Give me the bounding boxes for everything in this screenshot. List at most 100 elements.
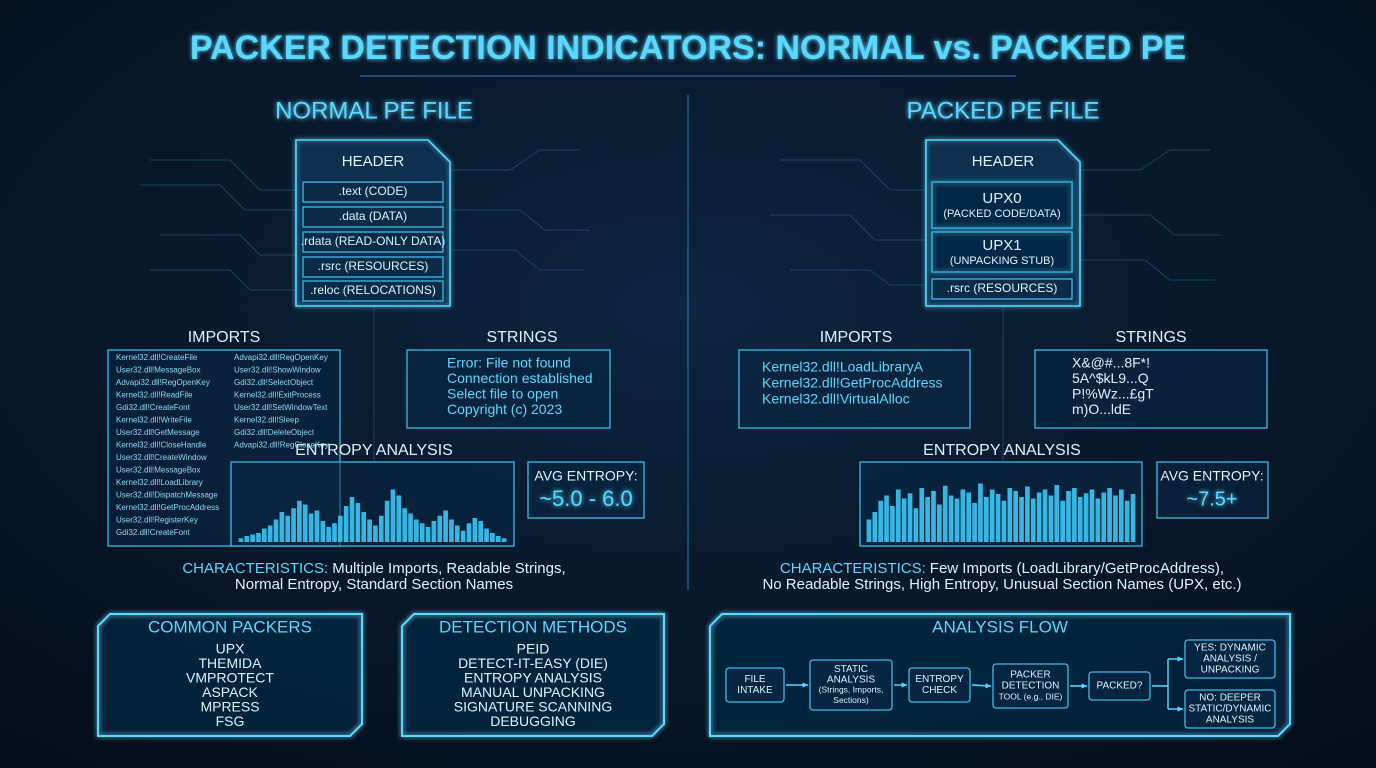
entropy-bar <box>472 518 478 542</box>
section-label: (PACKED CODE/DATA) <box>943 208 1060 220</box>
entropy-bar <box>320 521 326 542</box>
section-label: .data (DATA) <box>339 209 407 223</box>
import-entry: User32.dll!RegisterKey <box>116 516 198 525</box>
entropy-bar <box>338 515 343 542</box>
characteristics: CHARACTERISTICS: Few Imports (LoadLibrary… <box>780 560 1224 577</box>
characteristics-label: CHARACTERISTICS: <box>780 560 926 577</box>
import-entry: Kernel32.dll!LoadLibraryA <box>762 359 924 375</box>
panel-label: ENTROPY ANALYSIS <box>295 442 453 459</box>
arrow-head <box>1177 706 1183 712</box>
import-entry: Kernel32.dll!CreateFile <box>116 353 198 362</box>
entropy-bar <box>1025 486 1030 542</box>
section-box <box>302 181 444 203</box>
entropy-bar <box>349 497 355 542</box>
entropy-bar <box>261 528 267 542</box>
flow-text: (Strings, Imports, <box>819 685 884 695</box>
import-entry: Kernel32.dll!GetProcAddress <box>116 503 219 512</box>
entropy-bar <box>978 483 983 542</box>
flow-node <box>809 659 893 711</box>
import-entry: Advapi32.dll!RegOpenKey <box>116 378 210 387</box>
characteristics-text: No Readable Strings, High Entropy, Unusu… <box>762 576 1241 593</box>
avg-entropy-label: AVG ENTROPY: <box>534 468 637 484</box>
entropy-bar <box>414 519 419 542</box>
list-item: VMPROTECT <box>186 670 274 686</box>
list-item: ENTROPY ANALYSIS <box>464 670 602 686</box>
import-entry: Gdi32.dll!CreateFont <box>116 528 191 537</box>
entropy-bar <box>437 515 443 542</box>
entropy-bar <box>1077 497 1083 542</box>
section-label: (UNPACKING STUB) <box>950 255 1054 267</box>
entropy-bar <box>308 513 314 542</box>
entropy-bar <box>1042 489 1048 542</box>
import-entry: Advapi32.dll!RegCloseKey <box>234 441 329 450</box>
entropy-bar <box>279 512 285 542</box>
entropy-bar <box>948 495 954 542</box>
section-label: .rsrc (RESOURCES) <box>318 259 429 273</box>
section-box <box>931 181 1073 229</box>
import-entry: Kernel32.dll!GetProcAddress <box>762 375 943 391</box>
flow-node <box>992 663 1069 709</box>
entropy-bar <box>972 503 977 542</box>
entropy-bar <box>449 519 454 542</box>
string-entry: Copyright (c) 2023 <box>447 401 562 417</box>
flow-node <box>908 667 971 703</box>
entropy-bar <box>431 521 437 542</box>
entropy-bar <box>285 515 291 542</box>
flow-node <box>725 667 785 703</box>
entropy-bar <box>983 497 989 542</box>
flow-text: NO: DEEPER <box>1199 693 1261 704</box>
entropy-bar <box>1036 492 1042 542</box>
string-entry: Select file to open <box>447 386 558 402</box>
section-label: HEADER <box>972 153 1035 170</box>
arrow-head <box>985 683 991 689</box>
entropy-bar <box>291 508 296 542</box>
flow-node <box>1088 671 1151 701</box>
panel-title: ANALYSIS FLOW <box>932 617 1068 636</box>
entropy-bar <box>995 494 1001 542</box>
panel-label: IMPORTS <box>820 329 893 346</box>
entropy-bar <box>302 504 308 542</box>
entropy-bar <box>866 519 872 542</box>
flow-text: FILE <box>744 674 765 685</box>
flow-text: ANALYSIS <box>827 674 875 685</box>
section-label: .text (CODE) <box>339 184 408 198</box>
section-label: .rdata (READ-ONLY DATA) <box>301 234 445 248</box>
import-entry: User32.dll!CreateWindow <box>116 453 207 462</box>
arrow-head <box>1081 683 1087 689</box>
import-entry: Gdi32.dll!CreateFont <box>116 403 191 412</box>
entropy-bar <box>390 489 396 542</box>
entropy-bar <box>1060 500 1065 542</box>
flow-text: PACKER <box>1010 670 1050 681</box>
flow-text: CHECK <box>922 685 957 696</box>
entropy-bar <box>1007 488 1013 542</box>
section-box <box>302 206 444 228</box>
main-title: PACKER DETECTION INDICATORS: NORMAL vs. … <box>190 29 1186 67</box>
section-box <box>302 280 444 302</box>
import-entry: Gdi32.dll!SelectObject <box>234 378 314 387</box>
entropy-bar <box>1066 491 1071 542</box>
import-entry: Kernel32.dll!ReadFile <box>116 391 193 400</box>
avg-entropy-value: ~7.5+ <box>1186 488 1237 510</box>
entropy-bar <box>384 500 390 542</box>
list-item: SIGNATURE SCANNING <box>454 699 612 715</box>
entropy-bar <box>332 523 337 542</box>
entropy-bar <box>884 495 889 542</box>
import-entry: User32.dll!SetWindowText <box>234 403 328 412</box>
entropy-bar <box>454 525 460 542</box>
string-entry: m)O...ldE <box>1072 401 1131 417</box>
import-entry: User32.dll!ShowWindow <box>234 366 321 375</box>
flow-text: UNPACKING <box>1201 665 1260 676</box>
entropy-bar <box>267 525 273 542</box>
entropy-bar <box>1048 495 1054 542</box>
flow-outcome <box>1184 689 1276 729</box>
entropy-bar <box>1107 488 1112 542</box>
import-entry: Advapi32.dll!RegOpenKey <box>234 353 328 362</box>
entropy-bar <box>297 500 302 542</box>
strings-box <box>406 349 611 429</box>
entropy-bar <box>244 536 250 542</box>
entropy-bar <box>419 523 425 542</box>
entropy-bar <box>490 533 495 542</box>
list-item: DEBUGGING <box>490 713 576 729</box>
entropy-bar <box>960 489 966 542</box>
